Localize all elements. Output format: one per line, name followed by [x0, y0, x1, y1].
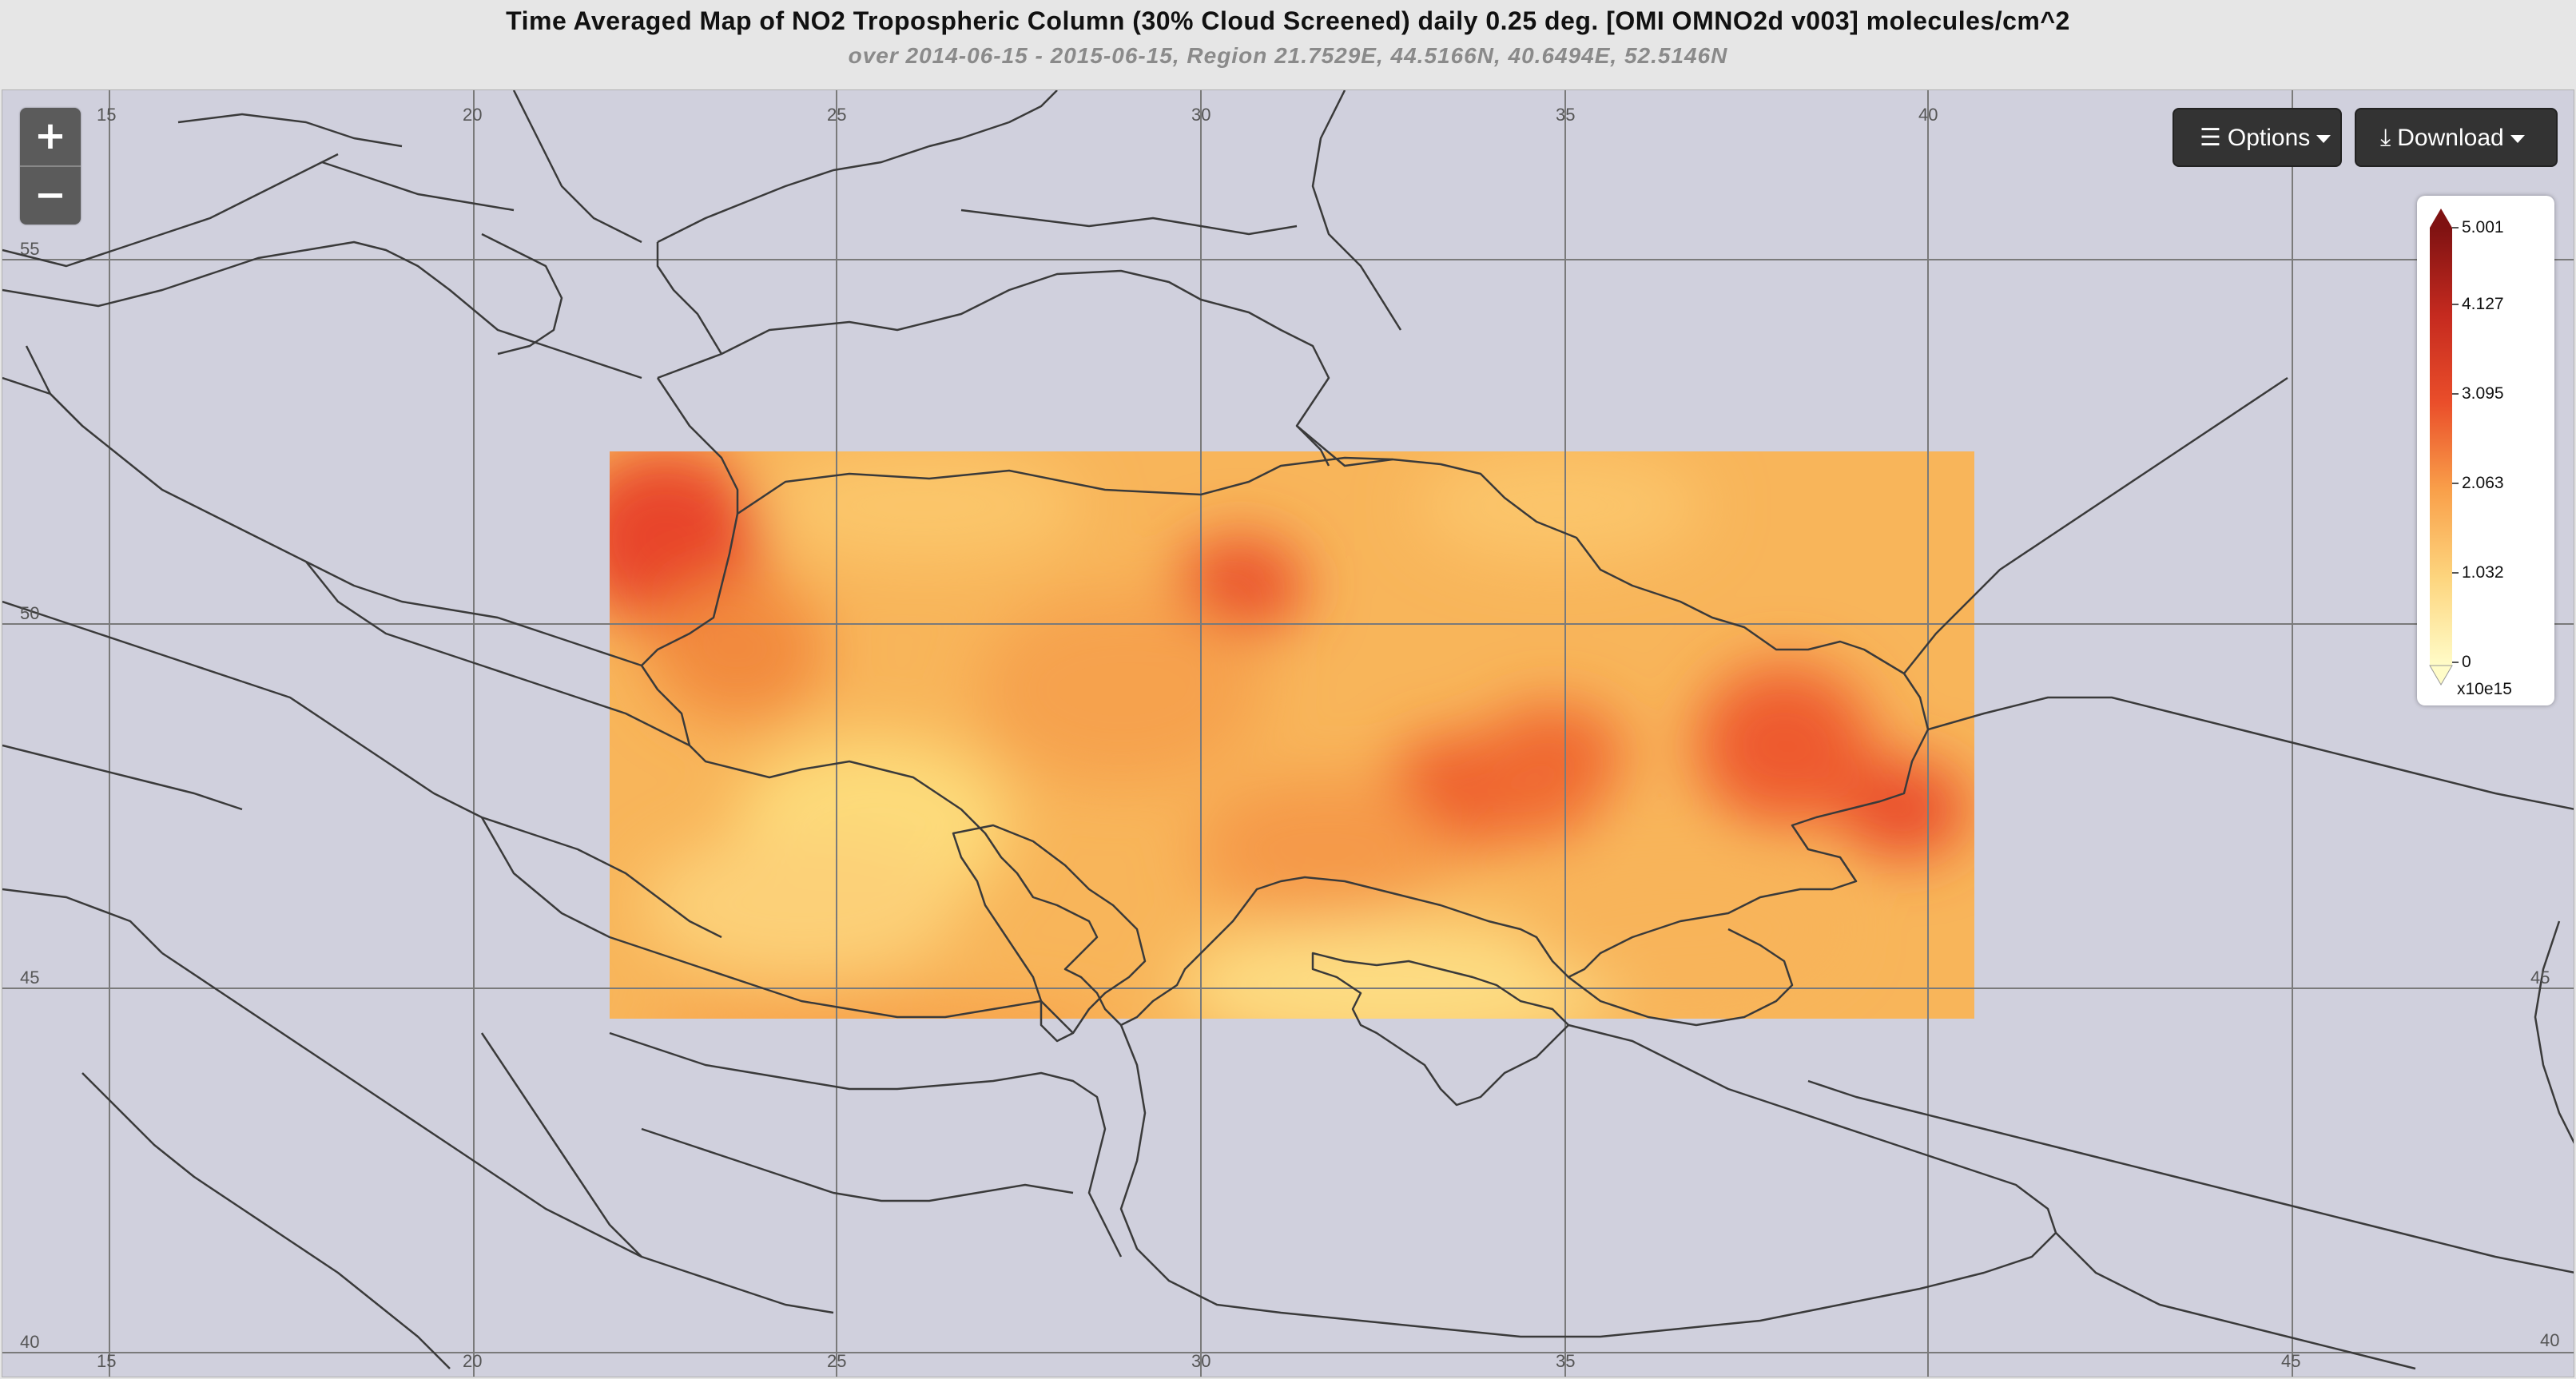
download-button[interactable]: ⤓ Download [2355, 108, 2558, 167]
legend-max-arrow [2430, 209, 2452, 228]
legend-label: 2.063 [2462, 474, 2504, 492]
legend-label: 3.095 [2462, 384, 2504, 403]
no2-data-layer [610, 451, 1974, 1019]
map-header: Time Averaged Map of NO2 Tropospheric Co… [0, 0, 2576, 89]
lon-tick-bottom: 15 [97, 1351, 117, 1371]
legend-label: 5.001 [2462, 218, 2504, 236]
map-subtitle: over 2014-06-15 - 2015-06-15, Region 21.… [848, 43, 1728, 68]
lat-tick-right: 45 [2530, 968, 2550, 988]
map-viewport[interactable]: 15 20 25 30 35 40 15 20 25 30 35 45 40 5… [2, 89, 2574, 1377]
lon-tick-top: 30 [1191, 105, 1211, 125]
country-borders [2, 90, 2574, 1370]
lon-tick-bottom: 20 [463, 1351, 483, 1371]
options-button[interactable]: ☰ Options [2173, 108, 2342, 167]
legend-label: 1.032 [2462, 563, 2504, 582]
lat-tick-left: 45 [20, 968, 40, 988]
legend-unit: x10e15 [2457, 680, 2512, 698]
legend-label: 4.127 [2462, 295, 2504, 313]
legend-min-arrow [2429, 665, 2453, 686]
options-label: Options [2227, 125, 2311, 151]
lon-tick-top: 35 [1556, 105, 1576, 125]
map-title: Time Averaged Map of NO2 Tropospheric Co… [506, 6, 2070, 35]
graticule [2, 90, 2574, 1377]
lon-tick-top: 20 [463, 105, 483, 125]
lon-tick-top: 40 [1918, 105, 1938, 125]
lon-tick-top: 25 [827, 105, 847, 125]
menu-icon: ☰ [2200, 125, 2221, 151]
lon-tick-top: 15 [97, 105, 117, 125]
lon-tick-bottom: 30 [1191, 1351, 1211, 1371]
lat-tick-left: 40 [20, 1332, 40, 1352]
map-canvas [2, 90, 2574, 1377]
zoom-control: + − [20, 108, 81, 225]
lon-tick-bottom: 35 [1556, 1351, 1576, 1371]
caret-down-icon [2510, 135, 2525, 144]
lat-tick-left: 50 [20, 603, 40, 623]
legend-gradient [2430, 228, 2452, 666]
lon-tick-bottom: 25 [827, 1351, 847, 1371]
download-icon: ⤓ [2380, 125, 2391, 151]
color-legend: 5.001 4.127 3.095 2.063 1.032 0 x10e15 [2417, 196, 2554, 705]
zoom-out-button[interactable]: − [34, 173, 67, 217]
legend-label: 0 [2462, 653, 2471, 671]
legend-colorbar [2429, 209, 2459, 686]
caret-down-icon [2316, 135, 2332, 144]
zoom-in-button[interactable]: + [20, 108, 81, 167]
lon-tick-bottom: 45 [2281, 1351, 2301, 1371]
download-label: Download [2397, 125, 2504, 151]
lat-tick-left: 55 [20, 239, 40, 259]
lon-tick-bottom: 40 [2540, 1330, 2560, 1350]
